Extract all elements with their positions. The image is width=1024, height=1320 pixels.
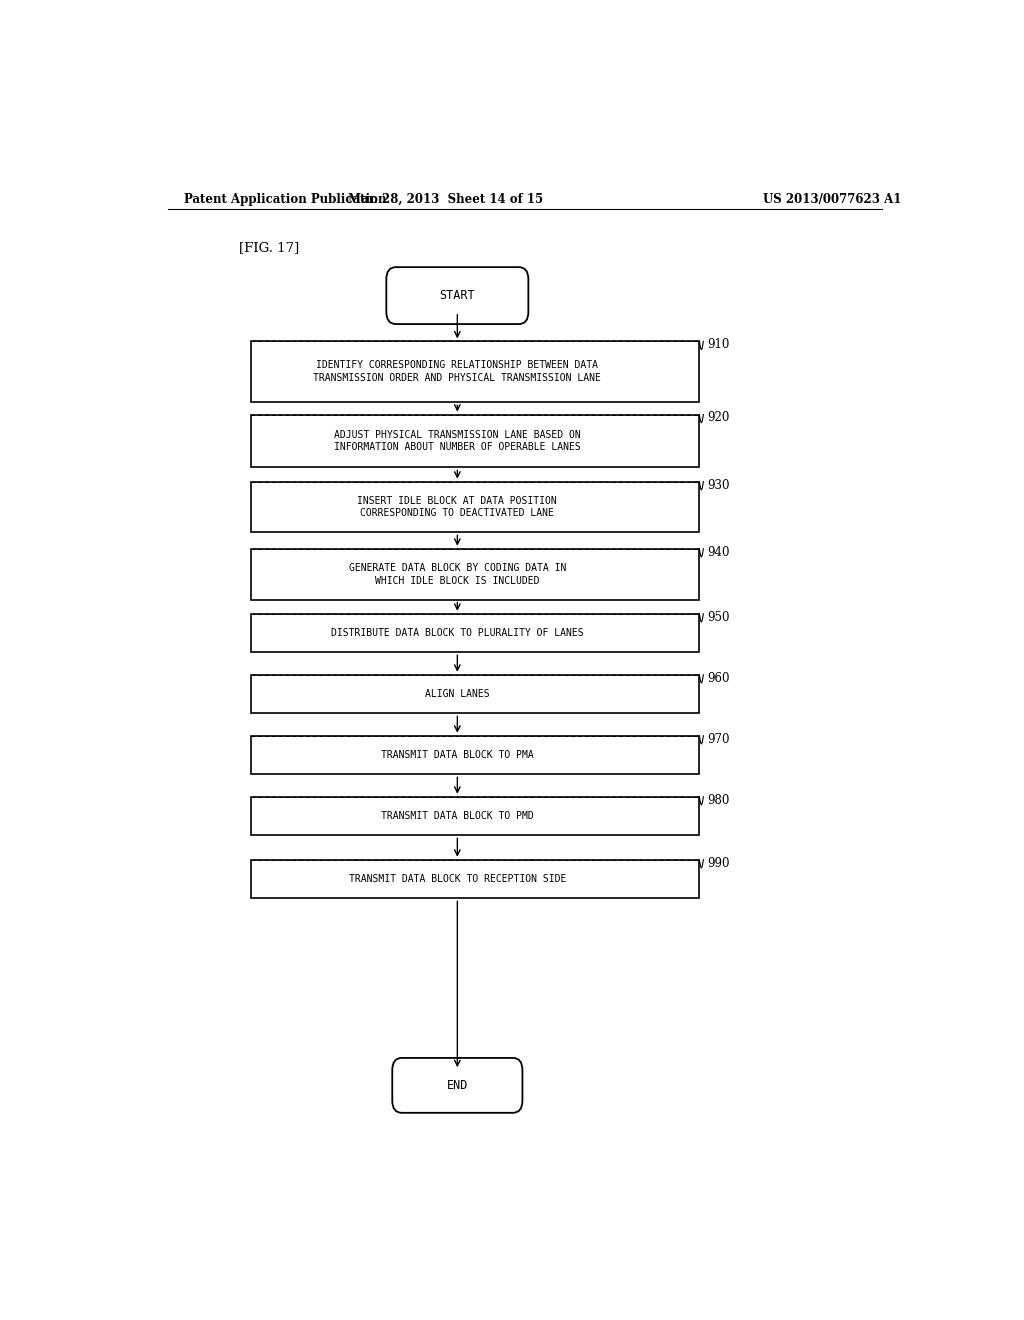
Bar: [251, 549, 699, 599]
Bar: [251, 675, 699, 713]
Bar: [251, 482, 699, 532]
Text: DISTRIBUTE DATA BLOCK TO PLURALITY OF LANES: DISTRIBUTE DATA BLOCK TO PLURALITY OF LA…: [331, 628, 584, 638]
Text: Patent Application Publication: Patent Application Publication: [183, 193, 386, 206]
Bar: [251, 735, 699, 775]
Text: US 2013/0077623 A1: US 2013/0077623 A1: [763, 193, 901, 206]
Text: [FIG. 17]: [FIG. 17]: [240, 242, 299, 255]
Text: 950: 950: [708, 611, 730, 623]
Text: IDENTIFY CORRESPONDING RELATIONSHIP BETWEEN DATA
TRANSMISSION ORDER AND PHYSICAL: IDENTIFY CORRESPONDING RELATIONSHIP BETW…: [313, 360, 601, 383]
Text: START: START: [439, 289, 475, 302]
Text: TRANSMIT DATA BLOCK TO PMD: TRANSMIT DATA BLOCK TO PMD: [381, 810, 534, 821]
Text: END: END: [446, 1078, 468, 1092]
Text: 910: 910: [708, 338, 730, 351]
Text: Mar. 28, 2013  Sheet 14 of 15: Mar. 28, 2013 Sheet 14 of 15: [348, 193, 543, 206]
Text: INSERT IDLE BLOCK AT DATA POSITION
CORRESPONDING TO DEACTIVATED LANE: INSERT IDLE BLOCK AT DATA POSITION CORRE…: [357, 495, 557, 519]
Text: ADJUST PHYSICAL TRANSMISSION LANE BASED ON
INFORMATION ABOUT NUMBER OF OPERABLE : ADJUST PHYSICAL TRANSMISSION LANE BASED …: [334, 429, 581, 453]
Bar: [251, 859, 699, 899]
FancyBboxPatch shape: [392, 1057, 522, 1113]
Text: 960: 960: [708, 672, 730, 685]
Text: 970: 970: [708, 733, 730, 746]
Bar: [251, 614, 699, 652]
Text: 980: 980: [708, 793, 730, 807]
Text: 920: 920: [708, 412, 730, 425]
Text: 930: 930: [708, 479, 730, 491]
Text: TRANSMIT DATA BLOCK TO RECEPTION SIDE: TRANSMIT DATA BLOCK TO RECEPTION SIDE: [348, 874, 566, 884]
Text: GENERATE DATA BLOCK BY CODING DATA IN
WHICH IDLE BLOCK IS INCLUDED: GENERATE DATA BLOCK BY CODING DATA IN WH…: [348, 562, 566, 586]
Bar: [251, 342, 699, 403]
Text: 940: 940: [708, 545, 730, 558]
Bar: [251, 797, 699, 836]
Text: 990: 990: [708, 857, 730, 870]
FancyBboxPatch shape: [386, 267, 528, 325]
Bar: [251, 414, 699, 467]
Text: TRANSMIT DATA BLOCK TO PMA: TRANSMIT DATA BLOCK TO PMA: [381, 750, 534, 760]
Text: ALIGN LANES: ALIGN LANES: [425, 689, 489, 700]
